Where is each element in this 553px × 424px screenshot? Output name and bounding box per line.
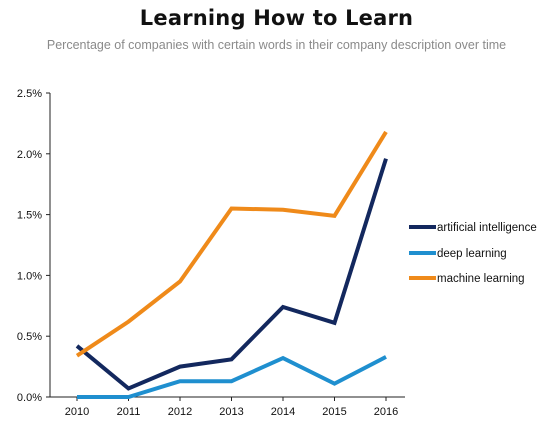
y-tick-label: 2.0% — [17, 149, 42, 161]
y-ticks: 0.0% 0.5% 1.0% 1.5% 2.0% 2.5% — [17, 88, 50, 404]
x-ticks: 2010 2011 2012 2013 2014 2015 2016 — [65, 397, 398, 418]
x-tick-label: 2015 — [322, 406, 346, 418]
x-tick-label: 2014 — [271, 406, 295, 418]
series-line-artificial-intelligence — [75, 158, 388, 391]
legend-label: deep learning — [437, 248, 507, 260]
series-line-deep-learning — [77, 355, 387, 399]
axes — [49, 93, 405, 398]
chart-title: Learning How to Learn — [139, 6, 414, 30]
legend-label: artificial intelligence — [437, 222, 537, 234]
x-tick-label: 2011 — [117, 406, 141, 418]
x-tick-label: 2016 — [374, 406, 398, 418]
legend: artificial intelligence deep learning mach… — [409, 222, 537, 285]
y-tick-label: 0.5% — [17, 331, 42, 343]
y-tick-label: 0.0% — [17, 392, 42, 404]
series-line-machine-learning — [75, 130, 388, 358]
y-tick-label: 2.5% — [17, 88, 42, 100]
x-tick-label: 2010 — [65, 406, 89, 418]
series-lines — [75, 130, 388, 399]
chart-subtitle: Percentage of companies with certain wor… — [46, 38, 507, 52]
x-tick-label: 2012 — [168, 406, 192, 418]
legend-label: machine learning — [437, 273, 525, 285]
y-tick-label: 1.0% — [17, 270, 42, 282]
x-tick-label: 2013 — [219, 406, 243, 418]
y-tick-label: 1.5% — [17, 210, 42, 222]
